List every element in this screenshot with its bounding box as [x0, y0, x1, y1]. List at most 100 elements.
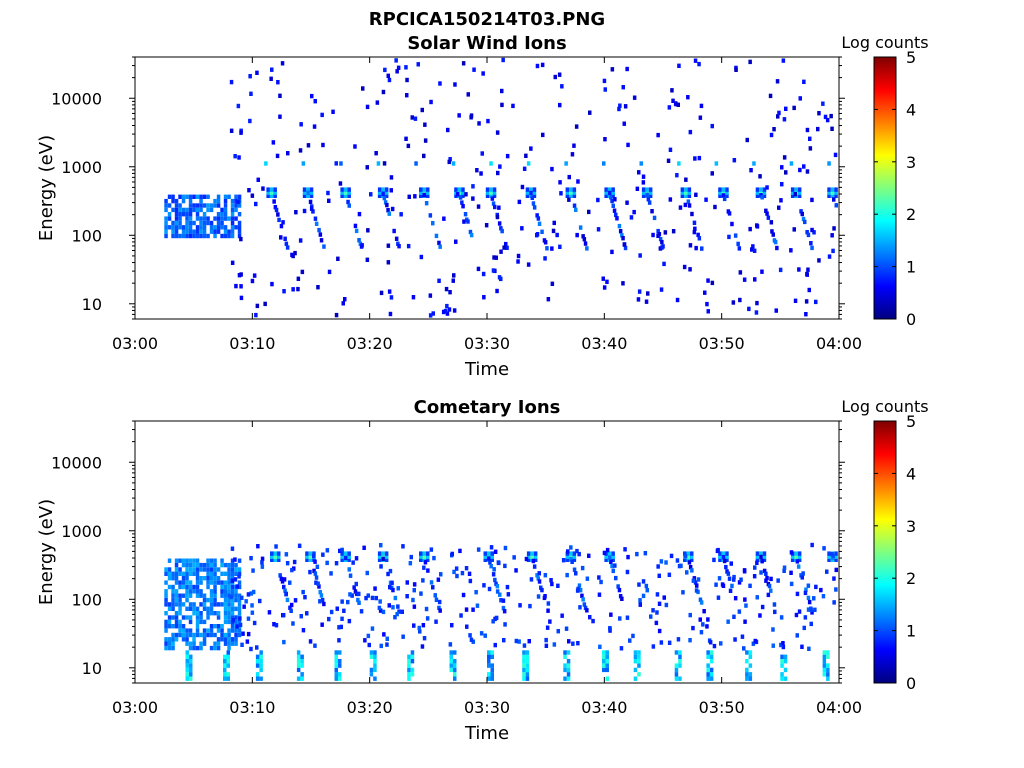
heatmap-cell	[192, 558, 196, 563]
heatmap-cell	[346, 599, 350, 605]
colorbar-tick-label: 4	[906, 464, 916, 483]
heatmap-cell	[202, 194, 207, 199]
heatmap-cell	[374, 595, 378, 601]
heatmap-cell	[299, 122, 303, 127]
heatmap-cell	[309, 187, 314, 192]
heatmap-cell	[461, 61, 466, 66]
heatmap-cell	[789, 550, 794, 555]
heatmap-cell	[364, 595, 368, 601]
heatmap-cell	[753, 565, 757, 570]
heatmap-cell	[687, 187, 692, 192]
heatmap-cell	[209, 220, 214, 226]
heatmap-cell	[748, 226, 752, 232]
heatmap-cell	[178, 207, 182, 213]
heatmap-cell	[195, 632, 200, 638]
heatmap-cell	[185, 229, 189, 234]
heatmap-cell	[605, 676, 609, 681]
heatmap-cell	[431, 585, 435, 590]
heatmap-cell	[206, 558, 210, 563]
heatmap-cell	[220, 571, 224, 576]
heatmap-cell	[460, 200, 464, 205]
heatmap-cell	[692, 220, 697, 225]
heatmap-cell	[530, 195, 534, 200]
heatmap-cell	[285, 561, 290, 566]
heatmap-cell	[611, 187, 615, 192]
heatmap-cell	[419, 190, 423, 195]
heatmap-cell	[181, 580, 186, 585]
heatmap-cell	[737, 609, 742, 614]
heatmap-cell	[195, 229, 200, 234]
heatmap-cell	[278, 114, 282, 119]
heatmap-cell	[644, 583, 649, 589]
heatmap-cell	[687, 193, 692, 198]
heatmap-cell	[359, 609, 364, 614]
heatmap-cell	[369, 650, 374, 655]
heatmap-cell	[280, 579, 285, 584]
heatmap-cell	[296, 659, 301, 664]
heatmap-cell	[199, 641, 203, 646]
heatmap-cell	[422, 551, 426, 556]
colorbar-gradient	[873, 56, 897, 320]
heatmap-cell	[709, 672, 714, 677]
heatmap-cell	[220, 632, 224, 638]
heatmap-cell	[771, 232, 775, 237]
heatmap-cell	[334, 650, 338, 655]
heatmap-cell	[164, 220, 168, 226]
heatmap-cell	[237, 597, 242, 603]
heatmap-cell	[821, 101, 825, 106]
heatmap-cell	[782, 565, 787, 570]
heatmap-cell	[238, 616, 242, 621]
heatmap-cell	[831, 248, 835, 254]
heatmap-cell	[301, 161, 306, 166]
heatmap-cell	[195, 606, 200, 611]
heatmap-cell	[469, 637, 474, 642]
heatmap-cell	[790, 193, 795, 198]
heatmap-cell	[237, 567, 242, 572]
heatmap-cell	[797, 551, 802, 556]
heatmap-cell	[671, 98, 675, 103]
heatmap-cell	[249, 646, 253, 652]
heatmap-cell	[223, 654, 227, 659]
heatmap-cell	[202, 216, 207, 221]
heatmap-cell	[305, 611, 309, 616]
heatmap-cell	[829, 113, 833, 119]
heatmap-cell	[230, 207, 235, 213]
heatmap-cell	[615, 216, 619, 221]
heatmap-cell	[340, 616, 344, 621]
heatmap-cell	[423, 122, 427, 127]
heatmap-cell	[605, 650, 609, 655]
heatmap-cell	[759, 570, 763, 575]
heatmap-cell	[227, 628, 231, 633]
heatmap-cell	[613, 197, 617, 202]
heatmap-cell	[202, 641, 207, 646]
heatmap-cell	[532, 187, 537, 192]
heatmap-cell	[181, 225, 186, 230]
heatmap-cell	[237, 558, 242, 563]
heatmap-cell	[401, 634, 405, 639]
heatmap-cell	[718, 554, 722, 559]
heatmap-cell	[234, 562, 238, 568]
heatmap-cell	[419, 591, 423, 596]
heatmap-cell	[406, 243, 411, 249]
heatmap-cell	[587, 553, 591, 558]
heatmap-cell	[174, 229, 179, 234]
heatmap-cell	[745, 667, 749, 673]
heatmap-cell	[686, 554, 690, 559]
heatmap-cell	[278, 93, 282, 98]
heatmap-cell	[659, 559, 664, 564]
heatmap-cell	[340, 557, 344, 562]
heatmap-cell	[569, 556, 573, 562]
heatmap-cell	[199, 645, 203, 651]
heatmap-cell	[412, 604, 417, 609]
heatmap-cell	[220, 207, 224, 213]
heatmap-cell	[235, 624, 239, 629]
heatmap-cell	[684, 187, 688, 192]
heatmap-cell	[495, 288, 499, 294]
heatmap-cell	[230, 576, 235, 581]
heatmap-cell	[234, 632, 238, 638]
heatmap-cell	[178, 233, 182, 239]
heatmap-cell	[748, 676, 753, 681]
heatmap-cell	[807, 599, 812, 605]
heatmap-cell	[526, 161, 531, 166]
heatmap-cell	[167, 216, 172, 221]
